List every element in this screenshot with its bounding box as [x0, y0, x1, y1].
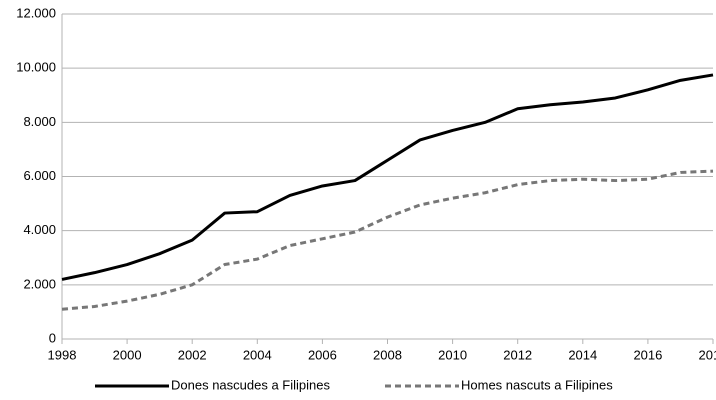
legend-label: Homes nascuts a Filipines: [461, 377, 613, 392]
x-tick-label: 2018: [699, 347, 716, 362]
data-line: [61, 73, 714, 281]
x-tick-label: 2014: [568, 347, 597, 362]
legend-label: Dones nascudes a Filipines: [171, 377, 330, 392]
y-tick-label: 6.000: [23, 168, 56, 183]
x-tick-label: 2010: [438, 347, 467, 362]
y-tick-label: 12.000: [16, 5, 56, 20]
x-tick-label: 2006: [308, 347, 337, 362]
y-tick-label: 0: [49, 330, 56, 345]
y-tick-label: 10.000: [16, 60, 56, 75]
y-tick-label: 8.000: [23, 114, 56, 129]
x-tick-label: 2012: [503, 347, 532, 362]
x-tick-label: 2016: [633, 347, 662, 362]
x-tick-label: 2008: [373, 347, 402, 362]
x-tick-label: 2004: [243, 347, 272, 362]
y-tick-label: 4.000: [23, 222, 56, 237]
x-tick-label: 2000: [113, 347, 142, 362]
x-tick-label: 1998: [48, 347, 77, 362]
y-tick-label: 2.000: [23, 276, 56, 291]
x-tick-label: 2002: [178, 347, 207, 362]
data-line: [61, 169, 714, 311]
